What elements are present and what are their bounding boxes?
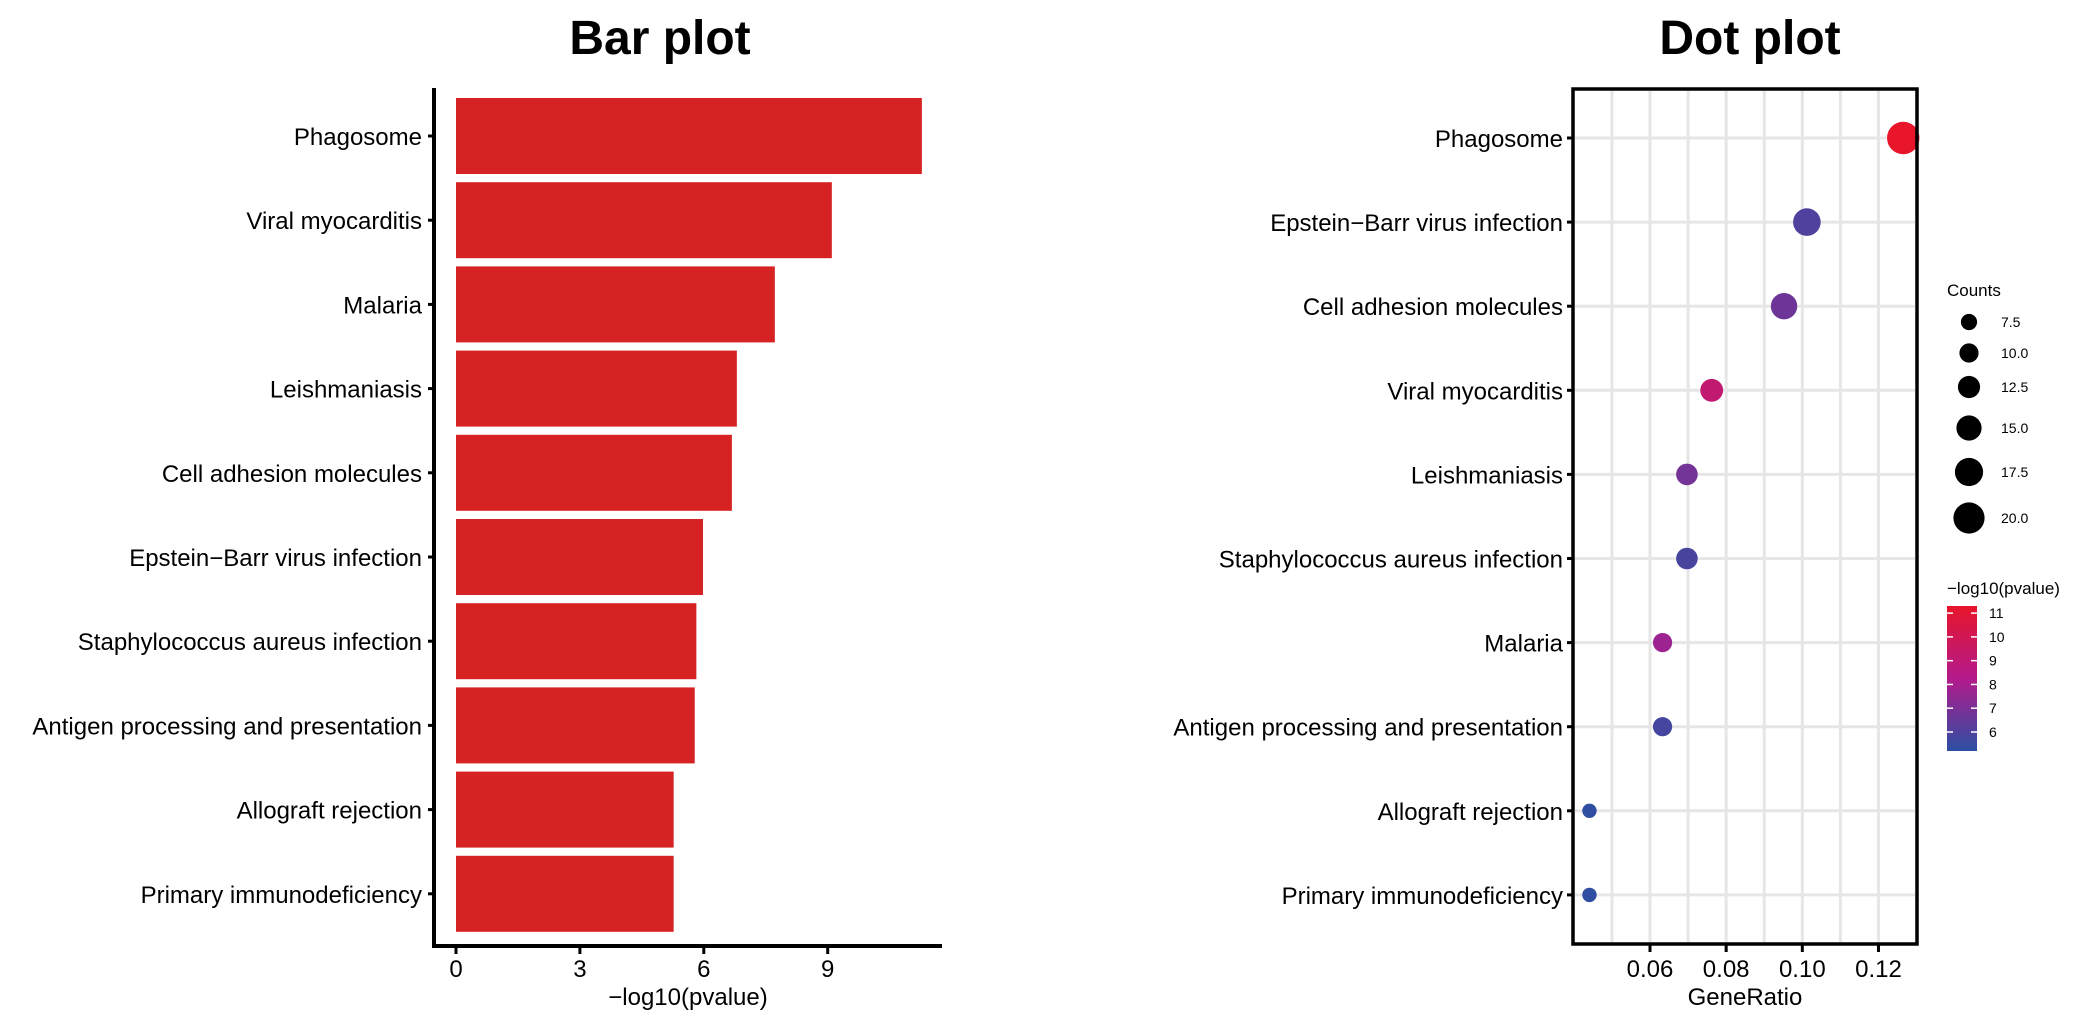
pvalue-colorbar xyxy=(1947,606,1977,751)
colorbar-tick-label: 10 xyxy=(1989,629,2005,645)
pvalue-colorbar-ticks: 6 7 8 9 10 11 xyxy=(1947,605,2005,740)
bar-x-tick-label: 9 xyxy=(821,956,834,983)
bar-6 xyxy=(456,603,697,680)
colorbar-tick-label: 6 xyxy=(1989,724,1997,740)
dot-plot-x-axis-label: GeneRatio xyxy=(1688,984,1803,1011)
dot-x-tick-label: 0.08 xyxy=(1703,956,1750,983)
dot-plot-category-labels: Phagosome Epstein−Barr virus infection Cel… xyxy=(1173,126,1573,910)
bar-x-tick-label: 0 xyxy=(449,956,462,983)
colorbar-tick-label: 8 xyxy=(1989,676,1997,692)
counts-legend-title: Counts xyxy=(1947,281,2001,300)
dot-category-label: Staphylococcus aureus infection xyxy=(1219,547,1563,574)
bar-plot-category-labels: Phagosome Viral myocarditis Malaria Leishma… xyxy=(32,124,434,909)
dot-x-tick-label: 0.10 xyxy=(1779,956,1826,983)
counts-legend-dot xyxy=(1954,457,1984,487)
bar-x-tick-label: 6 xyxy=(697,956,710,983)
bar-4 xyxy=(456,434,732,511)
dot-point-6 xyxy=(1652,633,1673,653)
dot-category-label: Epstein−Barr virus infection xyxy=(1270,210,1563,237)
bar-category-label: Antigen processing and presentation xyxy=(32,713,422,740)
counts-legend-label: 12.5 xyxy=(2001,379,2028,395)
counts-legend-dot xyxy=(1957,375,1981,399)
dot-category-label: Primary immunodeficiency xyxy=(1282,883,1563,910)
dot-point-3 xyxy=(1700,378,1724,402)
counts-legend-dot xyxy=(1959,343,1979,363)
dot-category-label: Malaria xyxy=(1484,631,1563,658)
counts-legend-label: 10.0 xyxy=(2001,345,2028,361)
bar-5 xyxy=(456,519,703,595)
bar-plot-title: Bar plot xyxy=(569,12,750,65)
dot-category-label: Phagosome xyxy=(1435,126,1563,153)
dot-point-2 xyxy=(1770,293,1798,320)
dot-category-label: Leishmaniasis xyxy=(1411,462,1563,489)
pvalue-legend-title: −log10(pvalue) xyxy=(1947,579,2060,598)
bar-plot-panel: Bar plot Phagosome Viral myocarditis Malar… xyxy=(32,12,942,1011)
dot-category-label: Viral myocarditis xyxy=(1387,378,1563,405)
bar-7 xyxy=(456,687,695,764)
counts-legend-label: 20.0 xyxy=(2001,510,2028,526)
bar-category-label: Leishmaniasis xyxy=(270,377,422,404)
counts-legend-entries: 7.5 10.0 12.5 15.0 17.5 20.0 xyxy=(1953,313,2028,534)
dot-x-tick-label: 0.12 xyxy=(1855,956,1902,983)
bar-9 xyxy=(456,855,674,932)
dot-plot-x-ticks: 0.06 0.08 0.10 0.12 xyxy=(1627,944,1902,983)
bar-category-label: Malaria xyxy=(343,292,422,319)
counts-legend-dot xyxy=(1960,313,1978,331)
bar-plot-x-ticks: 0 3 6 9 xyxy=(449,946,834,983)
dot-point-4 xyxy=(1676,463,1698,486)
bar-plot-x-axis-label: −log10(pvalue) xyxy=(608,984,767,1011)
counts-legend-dot xyxy=(1956,415,1982,441)
counts-legend-label: 17.5 xyxy=(2001,464,2028,480)
dot-plot-panel: Dot plot Phagosome Epstein−Barr virus inf… xyxy=(1173,12,1920,1011)
bar-2 xyxy=(456,266,775,343)
bar-category-label: Staphylococcus aureus infection xyxy=(78,629,422,656)
counts-legend-dot xyxy=(1953,502,1985,534)
dot-point-5 xyxy=(1676,547,1698,570)
counts-legend-label: 15.0 xyxy=(2001,420,2028,436)
colorbar-tick-label: 9 xyxy=(1989,653,1997,669)
colorbar-tick-label: 7 xyxy=(1989,700,1997,716)
dot-point-0 xyxy=(1887,121,1920,155)
dot-plot-frame xyxy=(1571,87,1919,946)
colorbar-tick-label: 11 xyxy=(1989,605,2004,621)
bar-1 xyxy=(456,182,832,259)
counts-legend-label: 7.5 xyxy=(2001,314,2021,330)
dot-plot-points xyxy=(1582,121,1920,903)
bar-category-label: Epstein−Barr virus infection xyxy=(129,545,422,572)
bar-plot-bars xyxy=(456,98,922,932)
bar-category-label: Cell adhesion molecules xyxy=(162,461,422,488)
dot-category-label: Antigen processing and presentation xyxy=(1173,715,1563,742)
bar-x-tick-label: 3 xyxy=(573,956,586,983)
dot-x-tick-label: 0.06 xyxy=(1627,956,1674,983)
bar-0 xyxy=(456,98,922,174)
dot-plot-legend: Counts 7.5 10.0 12.5 15.0 17.5 20.0 −log10(pv… xyxy=(1947,281,2060,751)
dot-point-7 xyxy=(1652,717,1673,737)
dot-category-label: Allograft rejection xyxy=(1378,799,1563,826)
dot-plot-title: Dot plot xyxy=(1659,12,1840,65)
dot-plot-grid xyxy=(1575,91,1915,942)
bar-category-label: Phagosome xyxy=(294,124,422,151)
bar-8 xyxy=(456,771,674,848)
dot-point-9 xyxy=(1582,887,1597,903)
bar-3 xyxy=(456,350,737,427)
dot-point-8 xyxy=(1582,803,1597,818)
dot-category-label: Cell adhesion molecules xyxy=(1303,294,1563,321)
dot-point-1 xyxy=(1793,208,1821,236)
bar-category-label: Primary immunodeficiency xyxy=(141,882,422,909)
bar-category-label: Allograft rejection xyxy=(237,798,422,825)
bar-category-label: Viral myocarditis xyxy=(246,208,422,235)
